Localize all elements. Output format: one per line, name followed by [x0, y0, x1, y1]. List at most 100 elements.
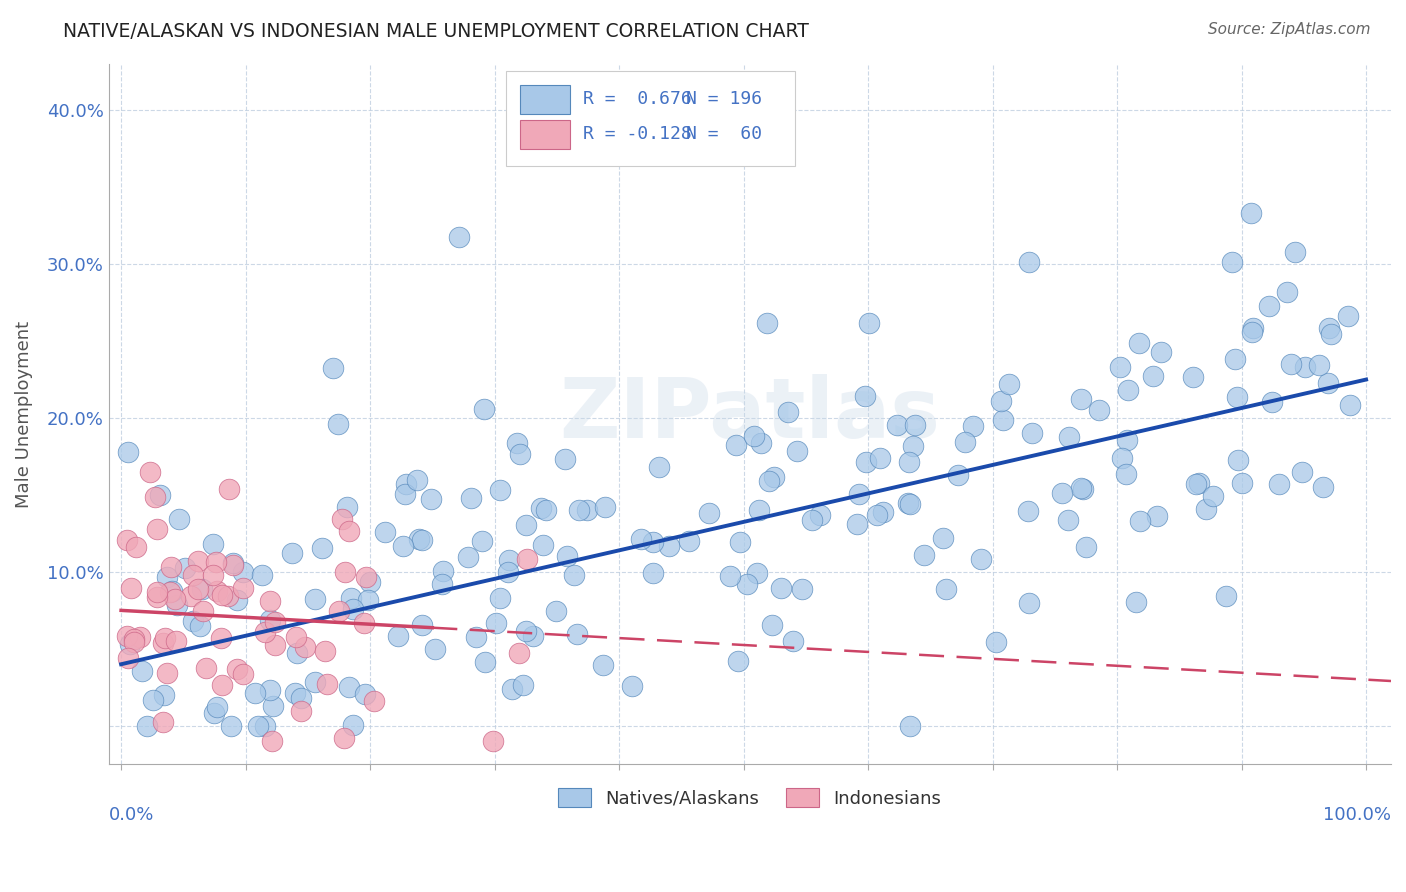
- Point: [284, 686, 307, 700]
- Point: [1116, 433, 1139, 447]
- Point: [970, 552, 993, 566]
- Point: [1018, 596, 1040, 610]
- Point: [489, 591, 512, 605]
- Point: [801, 512, 824, 526]
- Point: [1291, 465, 1313, 479]
- Point: [962, 419, 984, 434]
- Point: [281, 546, 304, 560]
- Point: [1115, 467, 1137, 482]
- Point: [748, 502, 770, 516]
- Point: [167, 512, 190, 526]
- Point: [420, 492, 443, 507]
- Point: [188, 619, 211, 633]
- Point: [1017, 504, 1039, 518]
- Point: [120, 581, 142, 595]
- Point: [778, 405, 800, 419]
- Point: [202, 706, 225, 721]
- Point: [290, 705, 312, 719]
- Point: [763, 470, 786, 484]
- Point: [886, 417, 908, 432]
- Point: [314, 644, 336, 658]
- Point: [1087, 402, 1109, 417]
- Point: [217, 589, 239, 603]
- Point: [122, 635, 145, 649]
- Point: [1074, 541, 1097, 555]
- Point: [187, 582, 209, 597]
- Point: [756, 316, 779, 330]
- Point: [749, 435, 772, 450]
- Point: [522, 629, 544, 643]
- Point: [855, 388, 877, 402]
- Point: [245, 686, 267, 700]
- Point: [194, 661, 217, 675]
- Point: [554, 452, 576, 467]
- Point: [457, 549, 479, 564]
- Point: [432, 577, 454, 591]
- Point: [252, 567, 274, 582]
- Point: [328, 604, 350, 618]
- Point: [128, 630, 150, 644]
- Point: [1116, 383, 1139, 397]
- Point: [1223, 351, 1246, 366]
- Point: [872, 505, 894, 519]
- Point: [408, 532, 430, 546]
- Point: [531, 538, 554, 552]
- Point: [912, 548, 935, 562]
- Point: [353, 615, 375, 630]
- Point: [226, 593, 249, 607]
- Point: [1267, 476, 1289, 491]
- Point: [447, 229, 470, 244]
- Point: [117, 445, 139, 459]
- Point: [848, 487, 870, 501]
- Point: [181, 568, 204, 582]
- Point: [903, 439, 925, 453]
- Point: [166, 598, 188, 612]
- Point: [745, 566, 768, 581]
- Point: [304, 674, 326, 689]
- Point: [1337, 309, 1360, 323]
- Point: [641, 534, 664, 549]
- Point: [342, 602, 364, 616]
- Point: [411, 617, 433, 632]
- Point: [742, 429, 765, 443]
- Point: [142, 693, 165, 707]
- Point: [153, 688, 176, 702]
- Point: [163, 591, 186, 606]
- Point: [205, 555, 228, 569]
- Point: [953, 434, 976, 449]
- Point: [991, 412, 1014, 426]
- Point: [394, 486, 416, 500]
- Point: [374, 525, 396, 540]
- Point: [218, 482, 240, 496]
- Point: [138, 465, 160, 479]
- Point: [187, 554, 209, 568]
- Point: [1240, 325, 1263, 339]
- Point: [340, 591, 363, 605]
- Point: [1230, 475, 1253, 490]
- Point: [183, 614, 205, 628]
- Point: [720, 569, 742, 583]
- Point: [191, 603, 214, 617]
- Point: [180, 590, 202, 604]
- Point: [211, 631, 233, 645]
- Point: [1317, 321, 1340, 335]
- Text: R =  0.676: R = 0.676: [583, 90, 692, 108]
- Point: [333, 731, 356, 745]
- FancyBboxPatch shape: [520, 85, 571, 114]
- Text: N =  60: N = 60: [686, 125, 762, 143]
- Point: [124, 541, 146, 555]
- Point: [808, 508, 831, 522]
- Point: [855, 455, 877, 469]
- Point: [1059, 430, 1081, 444]
- Point: [761, 617, 783, 632]
- Point: [1128, 514, 1150, 528]
- Text: 0.0%: 0.0%: [108, 806, 155, 824]
- Point: [1257, 299, 1279, 313]
- Point: [156, 666, 179, 681]
- Point: [342, 717, 364, 731]
- Point: [1070, 392, 1092, 406]
- Point: [328, 417, 350, 432]
- Text: 100.0%: 100.0%: [1323, 806, 1391, 824]
- Point: [1240, 206, 1263, 220]
- Point: [621, 679, 644, 693]
